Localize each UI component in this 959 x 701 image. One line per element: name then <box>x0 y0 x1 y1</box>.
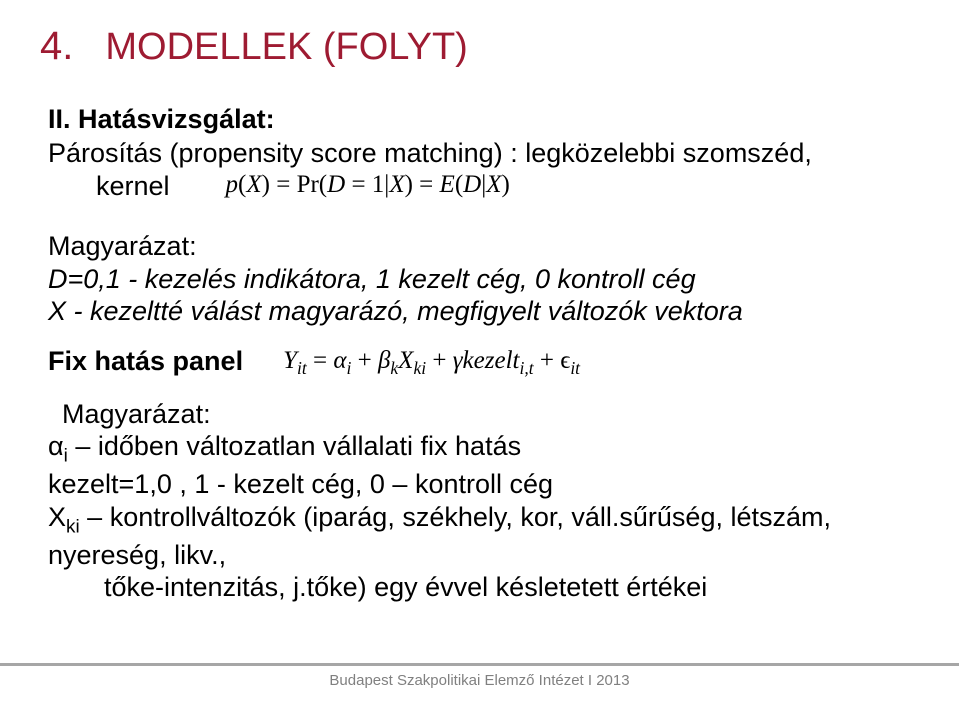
explanation-2-x: Xki – kontrollváltozók (iparág, székhely… <box>48 501 919 571</box>
section-heading: II. Hatásvizsgálat: <box>48 103 919 135</box>
fix-panel-row: Fix hatás panel Yit = αi + βkXki + γkeze… <box>48 345 919 379</box>
propensity-formula: p(X) = Pr(D = 1|X) = E(D|X) <box>226 170 510 200</box>
footer-divider <box>0 663 959 666</box>
fix-panel-heading: Fix hatás panel <box>48 345 243 377</box>
kernel-row: kernel p(X) = Pr(D = 1|X) = E(D|X) <box>48 170 919 202</box>
panel-formula: Yit = αi + βkXki + γkezelti,t + ϵit <box>283 346 580 379</box>
explanation-1-line-2: X - kezeltté válást magyarázó, megfigyel… <box>48 295 919 327</box>
explanation-1-line-1: D=0,1 - kezelés indikátora, 1 kezelt cég… <box>48 263 919 295</box>
title-text: MODELLEK (FOLYT) <box>105 26 467 69</box>
slide-content: II. Hatásvizsgálat: Párosítás (propensit… <box>40 103 919 603</box>
slide-footer: Budapest Szakpolitikai Elemző Intézet I … <box>0 663 959 689</box>
explanation-2-kezelt: kezelt=1,0 , 1 - kezelt cég, 0 – kontrol… <box>48 468 919 500</box>
title-number: 4. <box>40 24 73 69</box>
slide-title: 4. MODELLEK (FOLYT) <box>40 24 919 69</box>
footer-text: Budapest Szakpolitikai Elemző Intézet I … <box>0 672 959 689</box>
explanation-2-x-cont: tőke-intenzitás, j.tőke) egy évvel késle… <box>48 571 919 603</box>
kernel-word: kernel <box>96 170 170 202</box>
slide-container: 4. MODELLEK (FOLYT) II. Hatásvizsgálat: … <box>0 0 959 701</box>
explanation-label-1: Magyarázat: <box>48 230 919 262</box>
explanation-label-2: Magyarázat: <box>48 398 919 430</box>
explanation-2-alpha: αi – időben változatlan vállalati fix ha… <box>48 430 919 468</box>
matching-line: Párosítás (propensity score matching) : … <box>48 137 919 169</box>
